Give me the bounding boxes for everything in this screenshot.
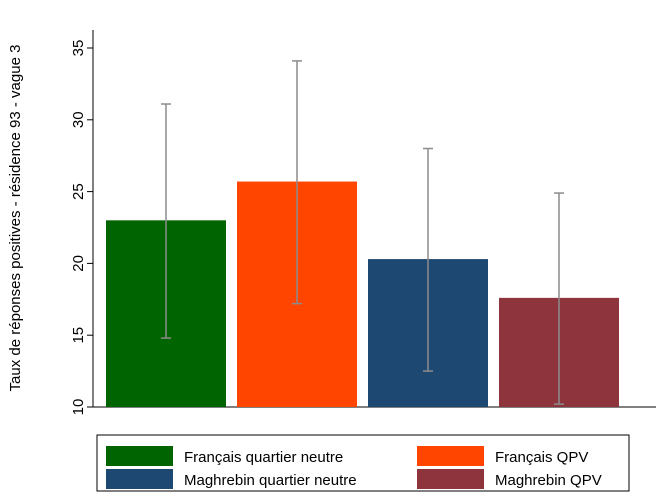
y-tick-label-10: 10 xyxy=(70,399,87,416)
legend-label-2: Français QPV xyxy=(495,449,588,466)
error-bar-4 xyxy=(554,192,564,405)
y-tick-label-25: 25 xyxy=(70,183,87,200)
legend-swatch-1 xyxy=(106,446,173,466)
y-tick-label-20: 20 xyxy=(70,255,87,272)
y-tick-label-15: 15 xyxy=(70,327,87,344)
legend-label-1: Français quartier neutre xyxy=(184,449,343,466)
error-bar-2 xyxy=(292,60,302,305)
legend-swatch-4 xyxy=(417,469,484,489)
legend-label-3: Maghrebin quartier neutre xyxy=(184,472,357,489)
y-axis-ticks: 10 15 20 25 30 35 xyxy=(70,40,93,416)
error-bars xyxy=(161,60,564,405)
legend-swatch-2 xyxy=(417,446,484,466)
legend-swatch-3 xyxy=(106,469,173,489)
legend-label-4: Maghrebin QPV xyxy=(495,472,602,489)
y-tick-label-35: 35 xyxy=(70,40,87,57)
bars xyxy=(106,181,619,407)
error-bar-1 xyxy=(161,103,171,339)
legend-items: Français quartier neutre Français QPV Magh… xyxy=(106,446,602,489)
y-axis-title: Taux de réponses positives - résidence 9… xyxy=(7,45,24,392)
y-tick-label-30: 30 xyxy=(70,111,87,128)
error-bar-3 xyxy=(423,147,433,372)
legend: Français quartier neutre Français QPV Magh… xyxy=(96,434,630,492)
legend-frame xyxy=(96,434,630,492)
plot-area: 10 15 20 25 30 35 xyxy=(70,30,656,415)
